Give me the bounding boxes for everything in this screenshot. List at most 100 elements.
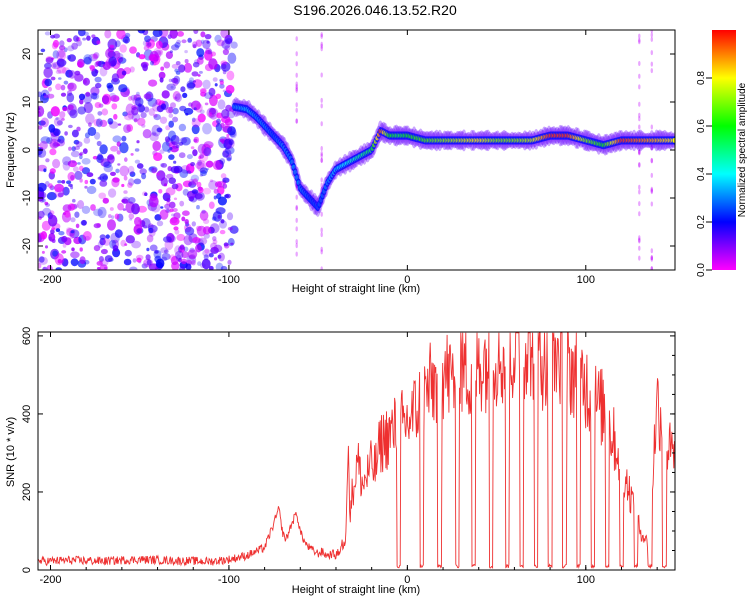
noise-blob: [53, 141, 58, 147]
noise-blob: [172, 208, 178, 212]
noise-blob: [227, 226, 233, 231]
noise-blob: [39, 140, 48, 150]
colorbar: 0.0 0.2 0.4 0.6 0.8 Normalized spectral ampl…: [696, 30, 748, 277]
noise-blob: [149, 132, 159, 142]
noise-blob: [196, 48, 205, 58]
noise-blob: [154, 267, 160, 270]
noise-streak: [638, 245, 641, 251]
noise-blob: [123, 258, 132, 266]
noise-blob: [70, 251, 80, 259]
noise-streak: [320, 246, 323, 252]
y-tick-label: 0: [21, 567, 33, 573]
noise-blob: [101, 108, 109, 116]
noise-blob: [213, 244, 223, 253]
noise-blob: [123, 124, 131, 133]
spectrogram-x-ticks: -200 -100 0 100: [39, 30, 595, 286]
noise-blob: [168, 113, 174, 118]
colorbar-gradient: [712, 30, 736, 270]
noise-blob: [197, 143, 207, 154]
noise-blob: [182, 188, 189, 196]
noise-blob: [82, 231, 92, 241]
noise-blob: [221, 39, 231, 50]
noise-blob: [58, 77, 62, 80]
noise-blob: [105, 48, 114, 59]
noise-blob: [44, 31, 51, 36]
noise-blob: [146, 247, 150, 252]
noise-blob: [203, 233, 210, 239]
noise-blob: [142, 129, 152, 139]
noise-blob: [171, 63, 179, 69]
noise-blob: [220, 219, 225, 224]
noise-blob: [131, 106, 139, 116]
noise-blob: [60, 84, 66, 91]
noise-streak: [638, 33, 641, 39]
noise-blob: [175, 61, 181, 66]
noise-blob: [153, 47, 163, 55]
noise-blob: [183, 62, 193, 73]
noise-streak: [295, 86, 298, 92]
colorbar-tick-label: 0.2: [696, 215, 707, 229]
x-tick-label: 100: [577, 274, 595, 286]
noise-blob: [47, 93, 55, 99]
noise-blob: [79, 256, 86, 265]
noise-blob: [198, 186, 204, 193]
noise-blob: [159, 149, 165, 154]
noise-blob: [171, 44, 180, 51]
noise-blob: [40, 231, 48, 240]
noise-blob: [81, 205, 91, 214]
noise-blob: [133, 178, 142, 185]
noise-blob: [52, 142, 60, 148]
noise-blob: [49, 138, 59, 149]
noise-blob: [149, 244, 158, 252]
noise-streak: [295, 206, 298, 211]
noise-blob: [124, 157, 128, 162]
noise-blob: [116, 150, 121, 155]
noise-blob: [208, 112, 212, 117]
noise-blob: [148, 195, 159, 208]
noise-streak: [320, 153, 323, 159]
noise-blob: [56, 143, 61, 147]
noise-blob: [153, 152, 163, 161]
noise-blob: [172, 141, 179, 149]
noise-streak: [638, 116, 641, 122]
noise-blob: [228, 139, 234, 146]
noise-blob: [77, 61, 83, 68]
noise-blob: [178, 123, 187, 132]
noise-blob: [128, 96, 133, 101]
noise-blob: [197, 74, 201, 77]
noise-blob: [174, 96, 178, 100]
noise-blob: [97, 241, 104, 249]
noise-blob: [217, 254, 222, 259]
noise-blob: [48, 183, 53, 189]
noise-streak: [320, 146, 323, 151]
noise-streak: [638, 149, 641, 154]
noise-blob: [122, 111, 128, 117]
noise-blob: [193, 107, 197, 111]
snr-y-axis-label: SNR (10 * v/v): [5, 417, 17, 487]
noise-blob: [193, 80, 196, 83]
noise-blob: [96, 267, 101, 270]
noise-blob: [115, 168, 120, 174]
noise-streak: [650, 172, 653, 178]
noise-blob: [55, 228, 61, 233]
noise-blob: [94, 69, 99, 74]
noise-blob: [226, 70, 235, 81]
noise-blob: [199, 109, 205, 115]
noise-blob: [89, 65, 95, 72]
noise-streak: [295, 194, 298, 200]
noise-blob: [179, 244, 185, 250]
noise-blob: [172, 78, 179, 86]
noise-streak: [638, 211, 641, 217]
noise-blob: [89, 178, 96, 185]
noise-streak: [295, 51, 298, 57]
noise-blob: [114, 40, 121, 48]
noise-blob: [83, 137, 91, 144]
noise-blob: [168, 154, 175, 160]
noise-blob: [199, 174, 204, 177]
noise-blob: [172, 116, 179, 123]
noise-blob: [204, 92, 214, 100]
noise-blob: [121, 183, 125, 188]
x-tick-label: -100: [218, 574, 240, 586]
noise-streak: [320, 46, 323, 52]
noise-blob: [82, 37, 87, 41]
